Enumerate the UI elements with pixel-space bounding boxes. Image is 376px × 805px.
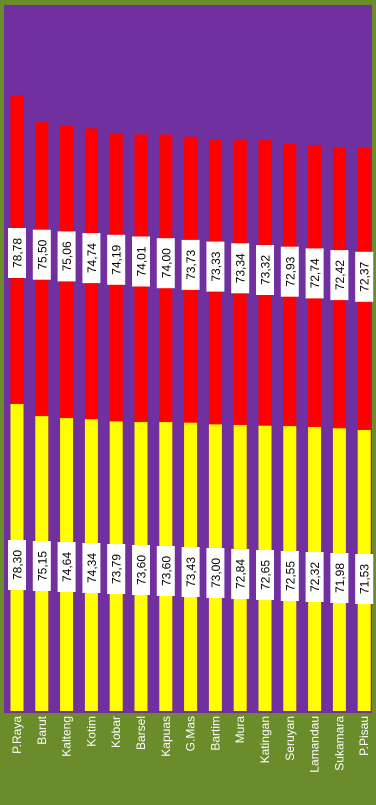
svg-text:P.Pisau: P.Pisau xyxy=(357,716,371,756)
svg-text:Lamandau: Lamandau xyxy=(308,716,322,773)
svg-text:G.Mas: G.Mas xyxy=(184,716,198,751)
svg-text:74,64: 74,64 xyxy=(60,552,74,582)
svg-text:74,19: 74,19 xyxy=(110,244,124,274)
category-label-Kapuas: Kapuas xyxy=(159,716,173,757)
data-label-red-Kotim: 74,74 xyxy=(82,233,101,284)
svg-text:78,30: 78,30 xyxy=(11,550,25,580)
data-label-yellow-P.Pisau: 71,53 xyxy=(355,554,374,604)
svg-text:73,79: 73,79 xyxy=(110,554,124,584)
svg-text:Katingan: Katingan xyxy=(258,716,272,763)
svg-text:Seruyan: Seruyan xyxy=(283,716,297,761)
category-label-G.Mas: G.Mas xyxy=(184,716,198,751)
category-label-Seruyan: Seruyan xyxy=(283,716,297,761)
svg-text:74,34: 74,34 xyxy=(85,553,99,583)
svg-text:75,15: 75,15 xyxy=(35,551,49,581)
svg-text:74,01: 74,01 xyxy=(135,246,149,276)
data-label-red-Kobar: 74,19 xyxy=(107,234,126,285)
data-label-yellow-Seruyan: 72,55 xyxy=(280,551,299,601)
data-label-yellow-Sukamara: 71,98 xyxy=(330,553,349,603)
svg-text:74,00: 74,00 xyxy=(159,248,173,278)
data-label-yellow-Barut: 75,15 xyxy=(32,541,51,591)
data-label-yellow-Kalteng: 74,64 xyxy=(57,542,76,592)
svg-text:Bartim: Bartim xyxy=(208,716,222,751)
svg-text:Kotim: Kotim xyxy=(84,716,98,747)
svg-text:72,55: 72,55 xyxy=(283,561,297,591)
svg-text:72,42: 72,42 xyxy=(333,260,347,290)
svg-text:73,32: 73,32 xyxy=(259,255,273,285)
svg-text:75,06: 75,06 xyxy=(60,241,74,271)
svg-text:Barsel: Barsel xyxy=(134,716,148,750)
category-label-Kobar: Kobar xyxy=(109,716,123,748)
data-label-red-Lamandau: 72,74 xyxy=(305,248,324,299)
svg-text:Barut: Barut xyxy=(35,715,49,744)
svg-text:73,43: 73,43 xyxy=(184,557,198,587)
data-label-red-P.Pisau: 72,37 xyxy=(355,251,374,302)
svg-text:72,37: 72,37 xyxy=(358,261,372,291)
data-label-yellow-Mura: 72,84 xyxy=(231,549,250,599)
data-label-yellow-Lamandau: 72,32 xyxy=(305,552,324,602)
data-label-red-G.Mas: 73,73 xyxy=(181,239,200,290)
category-label-Lamandau: Lamandau xyxy=(308,716,322,773)
data-label-yellow-Katingan: 72,65 xyxy=(256,550,274,600)
svg-text:73,34: 73,34 xyxy=(234,253,248,283)
data-label-yellow-P.Raya: 78,30 xyxy=(8,540,26,590)
svg-text:72,93: 72,93 xyxy=(283,256,297,286)
data-label-red-Barut: 75,50 xyxy=(32,229,51,280)
category-label-Sukamara: Sukamara xyxy=(332,716,346,771)
category-labels-group: P.Raya Barut Kalteng Kotim Kobar Barsel Kapuas… xyxy=(10,715,371,772)
svg-text:72,65: 72,65 xyxy=(259,560,273,590)
data-label-red-Katingan: 73,32 xyxy=(256,245,274,295)
data-label-red-Kalteng: 75,06 xyxy=(57,231,76,282)
data-labels-group: 78,78 78,30 75,50 75,15 75,06 74,64 74,74 74,34… xyxy=(8,228,374,604)
svg-text:P.Raya: P.Raya xyxy=(10,716,24,754)
category-label-Mura: Mura xyxy=(233,716,247,744)
data-label-red-Seruyan: 72,93 xyxy=(280,246,299,297)
svg-text:Sukamara: Sukamara xyxy=(332,716,346,771)
data-label-red-Sukamara: 72,42 xyxy=(330,250,349,301)
category-label-P.Raya: P.Raya xyxy=(10,716,24,754)
svg-text:71,53: 71,53 xyxy=(358,564,372,594)
bars-group xyxy=(10,95,371,712)
category-label-Barut: Barut xyxy=(35,715,49,744)
svg-text:Kobar: Kobar xyxy=(109,716,123,748)
svg-text:75,50: 75,50 xyxy=(35,239,49,269)
svg-text:71,98: 71,98 xyxy=(333,563,347,593)
category-label-Barsel: Barsel xyxy=(134,716,148,750)
category-label-Bartim: Bartim xyxy=(208,716,222,751)
svg-text:73,60: 73,60 xyxy=(159,556,173,586)
data-label-red-Barsel: 74,01 xyxy=(132,236,150,287)
data-label-yellow-Barsel: 73,60 xyxy=(132,545,150,595)
svg-text:72,32: 72,32 xyxy=(308,562,322,592)
svg-text:73,00: 73,00 xyxy=(209,558,223,588)
data-label-yellow-Kapuas: 73,60 xyxy=(156,546,175,596)
svg-text:78,78: 78,78 xyxy=(11,238,25,268)
data-label-red-Mura: 73,34 xyxy=(231,243,250,294)
data-label-red-Kapuas: 74,00 xyxy=(156,238,175,289)
category-label-Kotim: Kotim xyxy=(84,716,98,747)
svg-text:73,33: 73,33 xyxy=(209,251,223,281)
data-label-yellow-Kobar: 73,79 xyxy=(107,544,126,594)
data-label-yellow-Kotim: 74,34 xyxy=(82,543,101,593)
svg-text:72,74: 72,74 xyxy=(308,258,322,288)
svg-text:Kalteng: Kalteng xyxy=(60,716,74,757)
svg-text:Kapuas: Kapuas xyxy=(159,716,173,757)
svg-text:73,60: 73,60 xyxy=(135,555,149,585)
category-label-P.Pisau: P.Pisau xyxy=(357,716,371,756)
data-label-yellow-Bartim: 73,00 xyxy=(206,548,225,598)
svg-text:74,74: 74,74 xyxy=(85,243,99,273)
category-label-Katingan: Katingan xyxy=(258,716,272,763)
data-label-yellow-G.Mas: 73,43 xyxy=(181,547,200,597)
svg-text:Mura: Mura xyxy=(233,716,247,744)
data-label-red-Bartim: 73,33 xyxy=(206,241,225,292)
category-label-Kalteng: Kalteng xyxy=(60,716,74,757)
svg-text:72,84: 72,84 xyxy=(234,559,248,589)
data-label-red-P.Raya: 78,78 xyxy=(8,228,26,278)
svg-text:73,73: 73,73 xyxy=(184,250,198,280)
